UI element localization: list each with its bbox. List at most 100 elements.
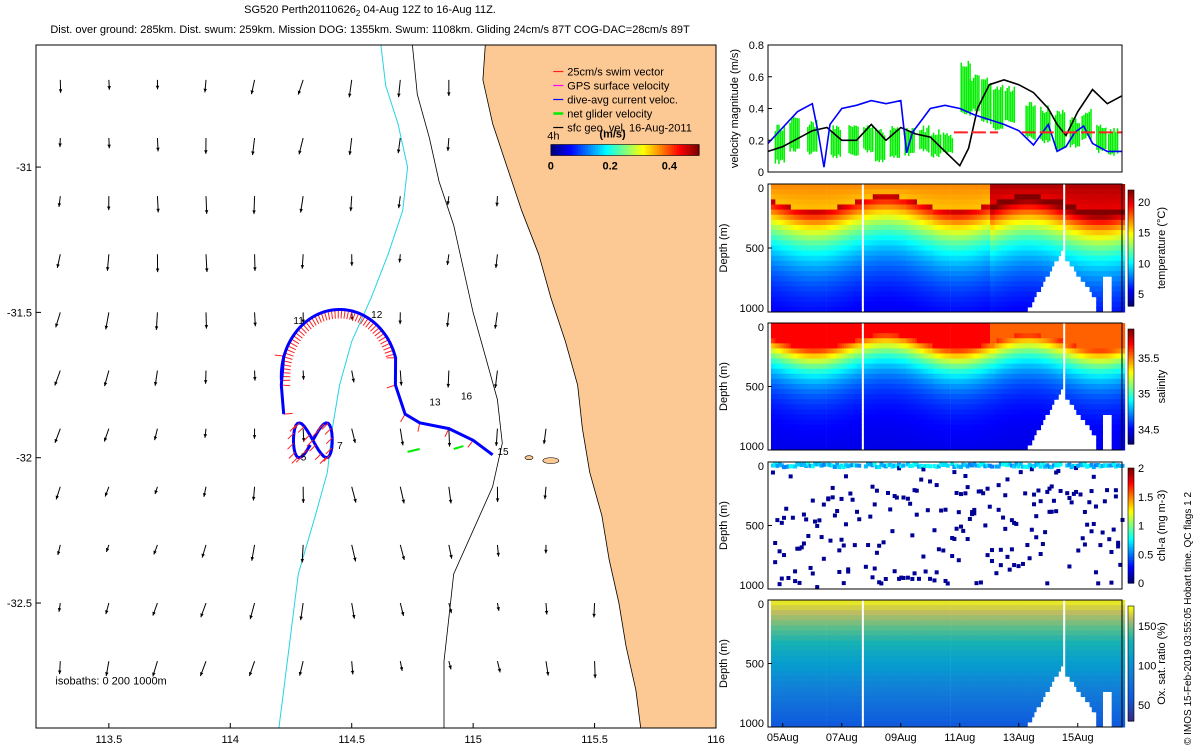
geo-velocity-arrow [56, 544, 61, 556]
section-cell [989, 184, 995, 190]
section-colorbar-cell [1128, 282, 1134, 286]
section-cell [821, 214, 827, 221]
vector-head [250, 90, 254, 95]
section-cell [901, 245, 907, 252]
section-cell [1120, 189, 1126, 195]
geo-velocity-arrow [448, 544, 453, 559]
vector-head [251, 151, 255, 156]
geo-velocity-arrow [399, 370, 403, 386]
dive-avg-current-track [279, 308, 494, 457]
geo-velocity-arrow [58, 79, 63, 93]
vector-head [397, 93, 401, 98]
vector-head [56, 551, 61, 556]
geo-velocity-arrow [55, 312, 61, 328]
section-colorbar-tick-label: 10 [1138, 258, 1150, 270]
section-cell [989, 224, 995, 231]
section-cell [857, 235, 862, 241]
colorbar-cell [607, 144, 611, 156]
section-cell [821, 434, 827, 441]
geo-velocity-arrow [543, 486, 547, 500]
swim-vector [286, 348, 295, 354]
section-y-tick-label: 0 [758, 183, 764, 195]
swim-vector [317, 423, 325, 431]
colorbar-cell [674, 144, 678, 156]
vector-head [350, 262, 354, 266]
colorbar-cell [560, 144, 564, 156]
vector-head [301, 319, 305, 324]
section-cell [945, 199, 951, 205]
colorbar-cell [558, 144, 562, 156]
colorbar-cell [696, 144, 700, 156]
section-cell [1023, 306, 1028, 313]
colorbar-cell [661, 144, 666, 156]
swim-vector [314, 315, 320, 325]
vector-head [153, 381, 158, 386]
vector-head [204, 324, 209, 329]
geo-velocity-arrow [152, 602, 158, 616]
tangle-track [292, 421, 334, 460]
map-x-tick-label: 114.5 [338, 734, 365, 746]
section-colorbar-cell [1128, 208, 1134, 212]
vector-head [152, 672, 156, 677]
geo-velocity-arrow [107, 79, 111, 90]
section-cell [945, 286, 951, 293]
geo-velocity-arrow [54, 428, 61, 444]
section-colorbar-cell [1128, 303, 1134, 307]
geo-velocity-arrow [155, 79, 160, 90]
section-colorbar-cell [1128, 257, 1134, 261]
section-cell [945, 209, 951, 216]
geo-velocity-arrow [153, 428, 158, 441]
colorbar-cell [664, 144, 668, 156]
swim-vector [349, 310, 353, 320]
section-colorbar-cell [1128, 238, 1134, 242]
vector-head [202, 493, 207, 497]
colorbar-cell [570, 144, 574, 156]
vector-head [398, 320, 402, 325]
swim-vector [340, 309, 343, 319]
vector-head [58, 670, 62, 675]
section-colorbar-cell [1128, 231, 1134, 235]
vector-head [399, 667, 404, 671]
geo-velocity-arrow [446, 196, 450, 206]
section-cell [1120, 224, 1126, 231]
section-cell [1058, 224, 1064, 231]
section-cell [945, 260, 951, 267]
swim-vector [330, 310, 334, 320]
section-cell [1120, 255, 1126, 262]
day-label: 7 [337, 441, 343, 452]
vector-head [250, 556, 255, 561]
section-cell [989, 255, 995, 262]
colorbar-cell [694, 144, 698, 156]
section-cell [989, 199, 995, 205]
section-cell [989, 306, 995, 313]
map-y-tick-label: -31.5 [7, 307, 32, 319]
colorbar-cell [654, 144, 658, 156]
colorbar-cell [652, 144, 656, 156]
vector-head [301, 376, 306, 380]
geo-velocity-arrow [203, 428, 208, 438]
section-cell [821, 230, 827, 236]
vector-head [155, 268, 160, 273]
dive-avg-velocity-series [767, 99, 1122, 168]
section-cell [901, 260, 907, 267]
section-cell [1120, 276, 1126, 282]
vector-head [204, 150, 208, 154]
geo-velocity-arrow [493, 370, 498, 389]
section-colorbar-cell [1128, 213, 1134, 217]
vector-head [448, 609, 453, 614]
vector-head [301, 438, 306, 442]
colorbar-cell [622, 144, 626, 156]
vector-head [107, 86, 111, 90]
vector-head [105, 672, 109, 677]
swim-vector [324, 311, 328, 321]
colorbar-cell [555, 144, 559, 156]
section-cell [989, 250, 995, 257]
section-cell [1029, 296, 1035, 303]
geo-velocity-arrow [251, 137, 256, 156]
day-label: 11 [293, 316, 304, 327]
swim-vector [287, 432, 295, 440]
section-cell [1054, 255, 1059, 262]
colorbar-cell [681, 144, 685, 156]
section-cell [901, 255, 907, 262]
section-cell [989, 245, 995, 252]
